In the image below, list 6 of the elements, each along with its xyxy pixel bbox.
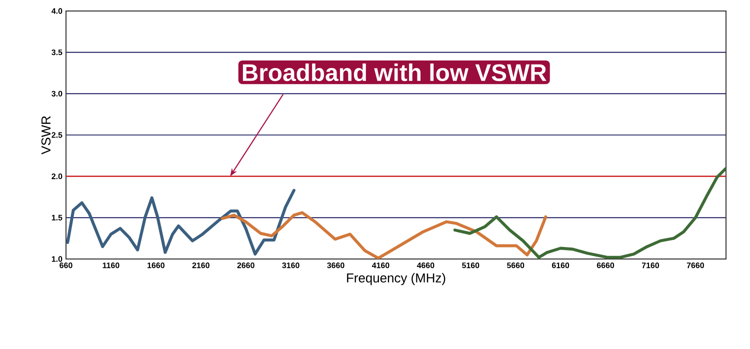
line-series bbox=[453, 167, 726, 259]
line-series bbox=[66, 188, 296, 256]
line-series bbox=[220, 211, 548, 259]
x-axis-title: Frequency (MHz) bbox=[347, 273, 446, 286]
y-axis-title: VSWR bbox=[41, 116, 51, 154]
annotation: Broadband with low VSWR bbox=[242, 64, 546, 82]
